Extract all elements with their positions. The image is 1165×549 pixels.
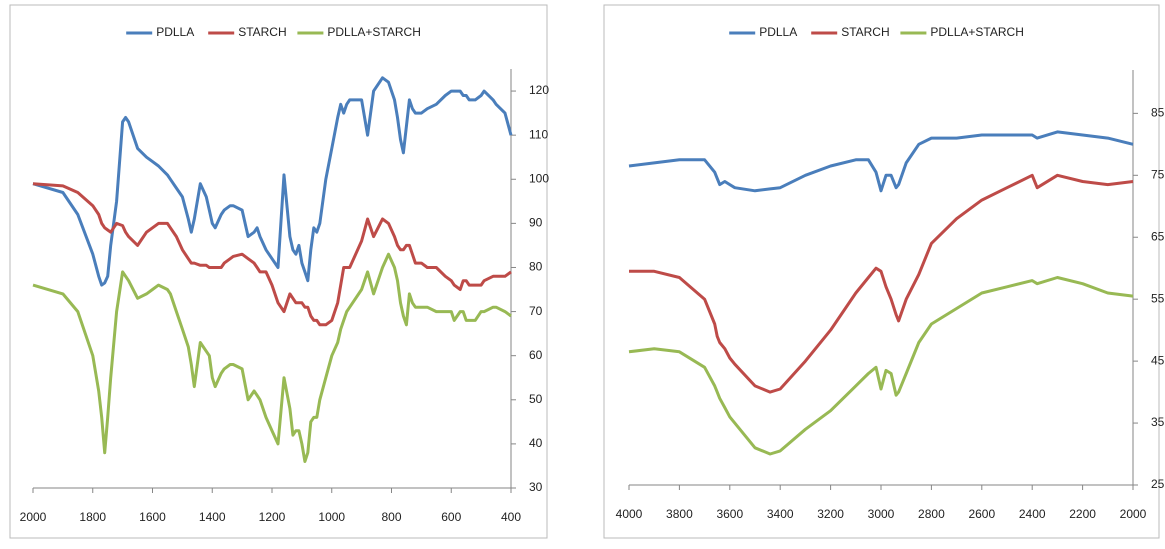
x-tick-label: 2600 [968,507,995,521]
x-tick-label: 400 [501,510,521,524]
y-tick-label: 25 [1151,477,1165,491]
y-tick-label: 40 [529,436,543,450]
legend-label: PDLLA+STARCH [327,25,420,39]
series-line [629,173,1134,394]
x-tick-label: 3600 [716,507,743,521]
legend-label: PDLLA+STARCH [930,25,1023,39]
y-tick-label: 45 [1151,353,1165,367]
x-tick-label: 800 [381,510,401,524]
y-tick-label: 110 [529,127,548,141]
y-tick-label: 65 [1151,229,1165,243]
x-tick-label: 2000 [20,510,47,524]
legend-label: PDLLA [759,25,797,39]
y-tick-label: 30 [529,480,543,494]
y-tick-label: 120 [529,83,549,97]
x-tick-label: 1600 [139,510,166,524]
legend-label: STARCH [238,25,286,39]
y-tick-label: 70 [529,304,543,318]
y-tick-label: 100 [529,171,549,185]
y-tick-label: 55 [1151,291,1165,305]
y-tick-label: 50 [529,392,543,406]
series-line [32,252,512,463]
y-tick-label: 90 [529,216,543,230]
x-tick-label: 1800 [79,510,106,524]
x-tick-label: 600 [441,510,461,524]
x-tick-label: 1400 [199,510,226,524]
series-line [628,276,1134,456]
x-tick-label: 3400 [767,507,794,521]
x-tick-label: 3000 [868,507,895,521]
x-tick-label: 3200 [817,507,844,521]
x-tick-label: 3800 [666,507,693,521]
series-line [32,76,513,287]
y-tick-label: 80 [529,260,543,274]
legend-label: PDLLA [156,25,194,39]
y-tick-label: 35 [1151,415,1165,429]
x-tick-label: 2800 [918,507,945,521]
x-tick-label: 2000 [1120,507,1147,521]
x-tick-label: 4000 [616,507,643,521]
legend-label: STARCH [841,25,889,39]
y-tick-label: 85 [1151,106,1165,120]
x-tick-label: 1000 [318,510,345,524]
series-line [628,130,1134,193]
x-tick-label: 2400 [1019,507,1046,521]
y-tick-label: 75 [1151,167,1165,181]
series-line [32,182,512,327]
x-tick-label: 2200 [1069,507,1096,521]
y-tick-label: 60 [529,348,543,362]
chart-frame [9,4,548,539]
x-tick-label: 1200 [259,510,286,524]
